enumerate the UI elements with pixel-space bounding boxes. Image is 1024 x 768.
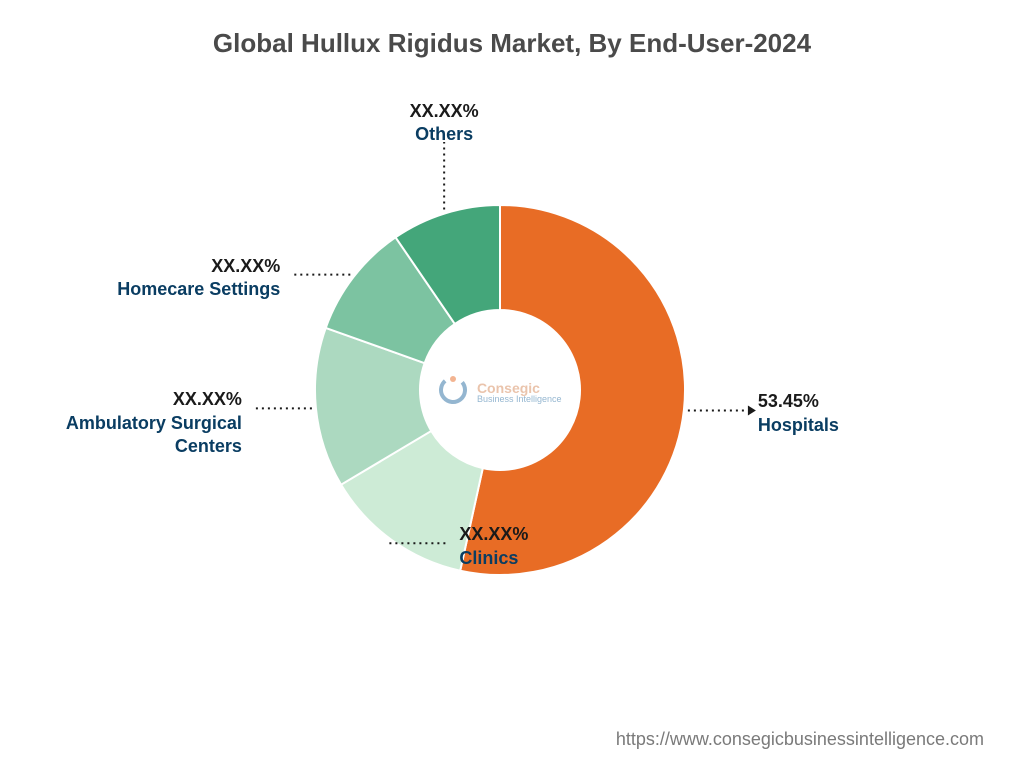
slice-pct: XX.XX% — [459, 523, 528, 546]
slice-pct: XX.XX% — [364, 100, 524, 123]
slice-label: XX.XX%Others — [364, 100, 524, 147]
slice-name: Ambulatory Surgical Centers — [0, 412, 242, 459]
slice-label: XX.XX%Homecare Settings — [117, 255, 280, 302]
slice-name: Hospitals — [758, 414, 839, 437]
slice-pct: XX.XX% — [117, 255, 280, 278]
slice-label: XX.XX%Ambulatory Surgical Centers — [0, 388, 242, 458]
slice-name: Others — [364, 123, 524, 146]
slice-label: XX.XX%Clinics — [459, 523, 528, 570]
slice-label: 53.45%Hospitals — [758, 390, 839, 437]
slice-name: Homecare Settings — [117, 278, 280, 301]
slice-pct: 53.45% — [758, 390, 839, 413]
slice-name: Clinics — [459, 547, 528, 570]
slice-pct: XX.XX% — [0, 388, 242, 411]
footer-url: https://www.consegicbusinessintelligence… — [616, 729, 984, 750]
